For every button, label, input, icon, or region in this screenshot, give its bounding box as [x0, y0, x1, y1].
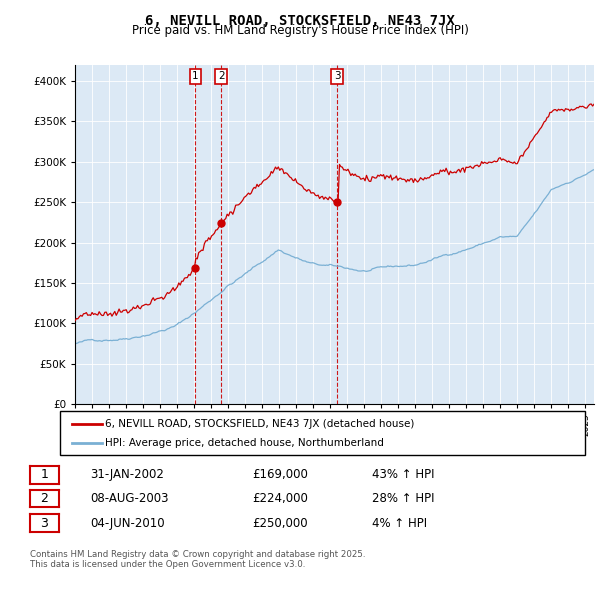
Text: £250,000: £250,000 — [252, 517, 308, 530]
Text: Price paid vs. HM Land Registry's House Price Index (HPI): Price paid vs. HM Land Registry's House … — [131, 24, 469, 37]
Text: 6, NEVILL ROAD, STOCKSFIELD, NE43 7JX: 6, NEVILL ROAD, STOCKSFIELD, NE43 7JX — [145, 14, 455, 28]
Text: 4% ↑ HPI: 4% ↑ HPI — [372, 517, 427, 530]
Text: £169,000: £169,000 — [252, 468, 308, 481]
Text: 28% ↑ HPI: 28% ↑ HPI — [372, 492, 434, 505]
Text: 2: 2 — [40, 492, 49, 505]
Text: Contains HM Land Registry data © Crown copyright and database right 2025.
This d: Contains HM Land Registry data © Crown c… — [30, 550, 365, 569]
Text: 1: 1 — [40, 468, 49, 481]
Text: 2: 2 — [218, 71, 224, 81]
Text: 04-JUN-2010: 04-JUN-2010 — [90, 517, 164, 530]
Text: 3: 3 — [40, 517, 49, 530]
Text: 31-JAN-2002: 31-JAN-2002 — [90, 468, 164, 481]
Text: £224,000: £224,000 — [252, 492, 308, 505]
Text: 43% ↑ HPI: 43% ↑ HPI — [372, 468, 434, 481]
Text: 08-AUG-2003: 08-AUG-2003 — [90, 492, 169, 505]
Text: 3: 3 — [334, 71, 341, 81]
Text: HPI: Average price, detached house, Northumberland: HPI: Average price, detached house, Nort… — [105, 438, 384, 448]
Text: 1: 1 — [192, 71, 199, 81]
Text: 6, NEVILL ROAD, STOCKSFIELD, NE43 7JX (detached house): 6, NEVILL ROAD, STOCKSFIELD, NE43 7JX (d… — [105, 419, 415, 428]
